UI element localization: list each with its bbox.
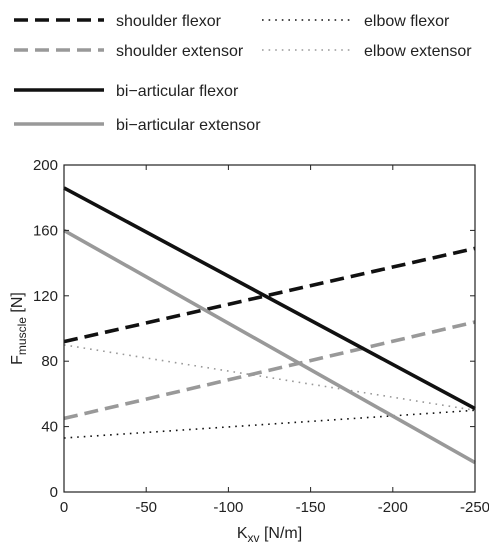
legend-label-2: shoulder extensor: [116, 43, 244, 60]
y-tick-label-3: 120: [33, 288, 58, 305]
series-line-3: [63, 344, 476, 412]
series-line-5: [63, 228, 476, 465]
plot-area: 0 -50 -100 -150 -200 -250 0 40 80 120 160 200 Fmusc…: [9, 157, 489, 545]
y-tick-label-5: 200: [33, 157, 58, 174]
x-tick-label-2: -100: [213, 499, 243, 516]
series-line-4: [63, 186, 476, 411]
y-tick-label-2: 80: [41, 353, 58, 370]
legend-label-4: bi−articular flexor: [116, 83, 239, 100]
x-tick-label-4: -200: [378, 499, 408, 516]
y-tick-label-0: 0: [50, 484, 58, 501]
series-line-0: [63, 246, 476, 344]
x-tick-label-1: -50: [135, 499, 157, 516]
legend-label-3: elbow extensor: [364, 43, 472, 60]
legend: shoulder flexor elbow flexor shoulder exte…: [14, 13, 472, 134]
legend-label-1: elbow flexor: [364, 13, 450, 30]
x-tick-label-0: 0: [60, 499, 68, 516]
x-axis-label: Kxv [N/m]: [237, 525, 302, 545]
y-tick-label-4: 160: [33, 222, 58, 239]
x-tick-label-5: -250: [460, 499, 489, 516]
axes-box: [63, 164, 476, 493]
series-line-2: [63, 320, 476, 421]
y-axis-label: Fmuscle [N]: [9, 292, 29, 365]
legend-label-0: shoulder flexor: [116, 13, 222, 30]
y-tick-label-1: 40: [41, 419, 58, 436]
ticks-layer: 0 -50 -100 -150 -200 -250 0 40 80 120 160 200: [33, 157, 489, 516]
legend-label-5: bi−articular extensor: [116, 117, 261, 134]
series-layer: [63, 186, 476, 465]
series-line-1: [63, 409, 476, 439]
x-tick-label-3: -150: [296, 499, 326, 516]
